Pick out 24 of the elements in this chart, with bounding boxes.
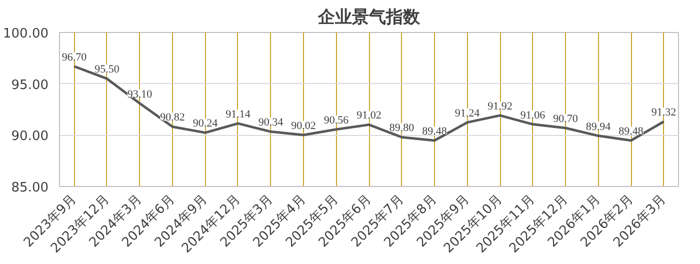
- data-label: 96.70: [62, 51, 88, 64]
- data-label: 95.50: [94, 64, 120, 76]
- data-label: 91.92: [488, 100, 512, 112]
- data-label: 89.48: [618, 126, 644, 138]
- data-label: 91.14: [226, 108, 251, 120]
- y-tick-label: 90.00: [11, 129, 48, 144]
- data-label: 89.48: [422, 126, 448, 138]
- data-label: 90.02: [291, 120, 316, 132]
- data-label: 89.80: [389, 122, 415, 134]
- y-tick-label: 100.00: [3, 26, 49, 42]
- y-tick-label: 95.00: [11, 78, 48, 93]
- data-label: 91.02: [356, 110, 382, 122]
- data-label: 90.56: [324, 114, 350, 126]
- data-label: 89.94: [586, 120, 612, 133]
- chart-title: 企业景气指数: [317, 8, 421, 28]
- data-label: 91.32: [651, 106, 676, 119]
- data-label: 93.10: [127, 88, 153, 100]
- data-label: 91.06: [520, 109, 546, 122]
- data-label: 90.82: [160, 112, 185, 124]
- y-tick-label: 85.00: [11, 180, 48, 196]
- data-label: 90.70: [553, 112, 578, 125]
- data-label: 91.24: [454, 107, 480, 120]
- data-label: 90.34: [258, 116, 284, 129]
- data-label: 90.24: [192, 118, 218, 130]
